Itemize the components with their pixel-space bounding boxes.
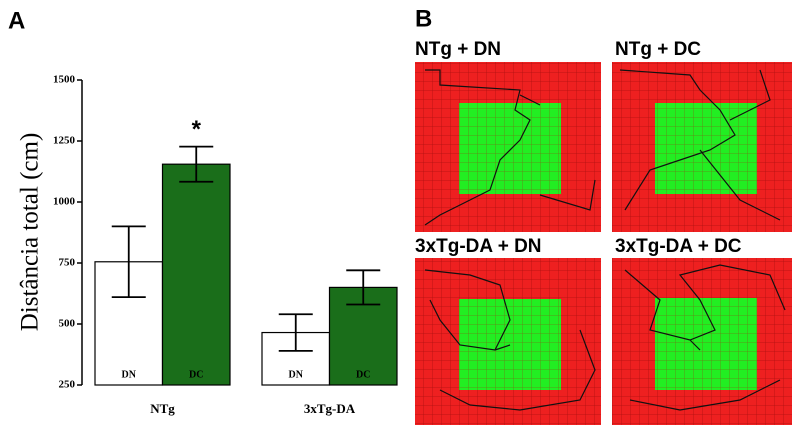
panel-label: A xyxy=(8,7,25,34)
bar-label: DC xyxy=(356,369,370,380)
bar-label: DC xyxy=(189,369,203,380)
bar-label: DN xyxy=(122,369,137,380)
y-tick-label: 750 xyxy=(59,257,76,269)
x-tick-label: NTg xyxy=(150,401,175,416)
bar xyxy=(163,164,231,385)
track-label: NTg + DN xyxy=(415,39,501,60)
panel-label: B xyxy=(415,5,432,32)
y-axis-label: Distância total (cm) xyxy=(17,133,44,332)
figure: A B Distância total (cm) 250 500 750 1000 12… xyxy=(0,0,795,425)
y-tick-label: 1000 xyxy=(53,196,76,208)
annotation: * xyxy=(192,116,202,143)
track-label: 3xTg-DA + DN xyxy=(415,236,542,257)
y-tick-label: 250 xyxy=(59,379,76,391)
x-tick-label: 3xTg-DA xyxy=(304,401,356,416)
y-tick-label: 1500 xyxy=(53,74,76,86)
bar-label: DN xyxy=(289,369,304,380)
y-tick-label: 500 xyxy=(59,318,76,330)
track-label: NTg + DC xyxy=(615,39,701,60)
y-tick-label: 1250 xyxy=(53,135,76,147)
track-label: 3xTg-DA + DC xyxy=(615,236,742,257)
